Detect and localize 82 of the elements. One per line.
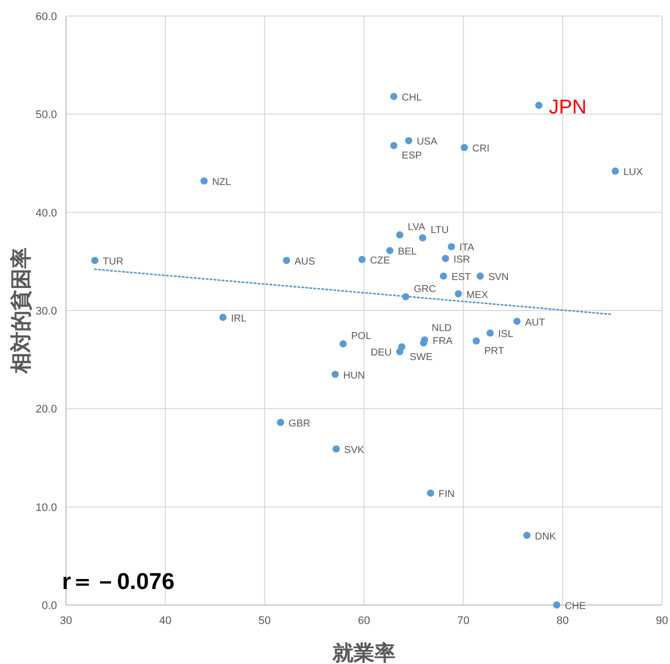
- point: [440, 272, 448, 280]
- y-tick-label: 50.0: [36, 109, 57, 122]
- point: [419, 234, 426, 242]
- y-axis-title: 相対的貧困率: [9, 248, 33, 374]
- annotation: r＝－0.076: [62, 568, 175, 594]
- point: [486, 329, 494, 337]
- data-label: USA: [416, 136, 438, 148]
- y-tick-label: 10.0: [36, 502, 57, 514]
- data-label: FIN: [438, 489, 455, 500]
- point: [454, 290, 462, 298]
- data-label: PRT: [484, 346, 504, 357]
- data-label: SVK: [344, 444, 364, 456]
- point: [396, 231, 404, 239]
- point: [476, 272, 484, 280]
- y-tick-label: 60.0: [36, 11, 57, 23]
- data-label: CRI: [472, 144, 490, 155]
- annotation: JPN: [548, 96, 587, 118]
- point: [612, 168, 619, 175]
- data-label: LTU: [430, 224, 449, 236]
- data-label: CHL: [402, 92, 422, 104]
- data-label: GRC: [414, 284, 436, 295]
- data-label: ISR: [453, 254, 470, 266]
- point: [386, 247, 394, 254]
- y-tick-label: 20.0: [36, 404, 57, 416]
- point: [420, 339, 428, 346]
- data-label: TUR: [102, 256, 124, 268]
- point: [358, 256, 366, 264]
- point: [332, 445, 340, 453]
- point: [276, 418, 284, 426]
- x-tick-label: 40: [159, 615, 172, 627]
- data-label: IRL: [230, 313, 246, 324]
- point: [448, 243, 456, 250]
- data-label: ESP: [402, 150, 422, 162]
- data-label: DNK: [534, 531, 556, 542]
- point: [553, 601, 560, 609]
- x-tick-label: 90: [656, 615, 668, 627]
- data-label: LUX: [623, 167, 643, 178]
- x-tick-label: 70: [457, 615, 470, 627]
- x-tick-label: 30: [60, 615, 72, 627]
- point: [390, 142, 398, 150]
- point: [513, 318, 521, 325]
- point: [340, 340, 347, 348]
- point: [405, 137, 412, 144]
- y-tick-label: 0.0: [42, 600, 57, 612]
- x-tick-label: 80: [556, 615, 569, 627]
- data-label: SVN: [488, 272, 509, 284]
- x-tick-label: 60: [358, 615, 370, 627]
- data-label: ISL: [498, 329, 514, 340]
- data-label: CZE: [370, 255, 390, 266]
- x-axis-title: 就業率: [332, 641, 396, 664]
- data-label: POL: [351, 330, 372, 342]
- data-label: LVA: [408, 222, 426, 233]
- point: [460, 144, 468, 152]
- data-label: DEU: [370, 348, 392, 359]
- data-label: EST: [451, 272, 471, 284]
- point: [426, 489, 434, 497]
- data-label: HUN: [343, 370, 365, 382]
- data-label: FRA: [432, 336, 453, 347]
- point: [91, 256, 98, 264]
- point: [523, 532, 531, 539]
- point: [472, 337, 480, 345]
- data-label: CHE: [564, 601, 586, 612]
- point: [442, 254, 450, 262]
- data-label: AUS: [294, 256, 316, 268]
- data-label: BEL: [398, 246, 417, 258]
- data-label: NLD: [432, 322, 452, 334]
- point: [332, 370, 339, 378]
- data-label: NZL: [212, 176, 231, 188]
- point: [200, 177, 208, 185]
- point: [390, 92, 398, 100]
- data-label: AUT: [524, 317, 545, 328]
- point: [219, 314, 227, 321]
- x-tick-label: 50: [258, 615, 271, 627]
- data-label: ITA: [459, 242, 474, 254]
- data-label: SWE: [410, 352, 433, 363]
- point: [535, 102, 542, 109]
- data-label: MEX: [466, 290, 488, 301]
- point: [282, 256, 290, 264]
- y-tick-label: 40.0: [36, 207, 57, 220]
- point: [396, 348, 404, 356]
- y-tick-label: 30.0: [36, 306, 57, 318]
- data-label: GBR: [288, 418, 310, 430]
